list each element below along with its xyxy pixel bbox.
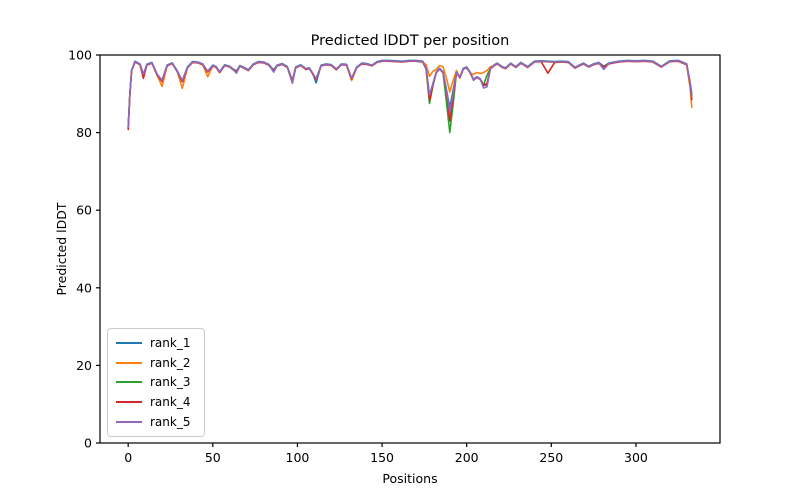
- legend-item-rank_4: rank_4: [116, 396, 196, 408]
- series-line-rank_4: [127, 60, 693, 131]
- legend-line-swatch: [116, 341, 142, 344]
- y-tick-label: 60: [76, 203, 92, 218]
- y-axis-label: Predicted lDDT: [54, 202, 69, 295]
- x-tick-label: 150: [370, 450, 394, 465]
- x-tick-label: 100: [286, 450, 310, 465]
- legend-item-rank_5: rank_5: [116, 416, 196, 428]
- legend-label: rank_5: [150, 415, 191, 430]
- x-tick-label: 200: [455, 450, 479, 465]
- x-tick-label: 50: [205, 450, 221, 465]
- y-tick-label: 80: [76, 125, 92, 140]
- legend-line-swatch: [116, 381, 142, 384]
- legend-item-rank_1: rank_1: [116, 337, 196, 349]
- legend-label: rank_3: [150, 375, 191, 390]
- x-axis-label: Positions: [382, 471, 437, 486]
- x-tick-label: 0: [124, 450, 132, 465]
- y-tick-label: 0: [84, 436, 92, 451]
- legend-line-swatch: [116, 421, 142, 424]
- y-tick-label: 100: [68, 48, 92, 63]
- legend-line-swatch: [116, 401, 142, 404]
- legend-label: rank_1: [150, 335, 191, 350]
- legend-label: rank_4: [150, 395, 191, 410]
- series-line-rank_1: [127, 59, 693, 129]
- series-line-rank_2: [127, 60, 693, 130]
- x-tick-label: 250: [539, 450, 563, 465]
- series-line-rank_3: [127, 59, 693, 134]
- x-tick-label: 300: [624, 450, 648, 465]
- series-line-rank_5: [127, 59, 693, 128]
- legend: rank_1 rank_2 rank_3 rank_4 rank_5: [107, 328, 205, 437]
- legend-item-rank_3: rank_3: [116, 376, 196, 388]
- y-tick-label: 40: [76, 280, 92, 295]
- legend-line-swatch: [116, 361, 142, 364]
- axes-spines: [99, 54, 721, 444]
- chart-title: Predicted lDDT per position: [311, 33, 510, 49]
- legend-item-rank_2: rank_2: [116, 357, 196, 369]
- y-tick-label: 20: [76, 358, 92, 373]
- legend-label: rank_2: [150, 355, 191, 370]
